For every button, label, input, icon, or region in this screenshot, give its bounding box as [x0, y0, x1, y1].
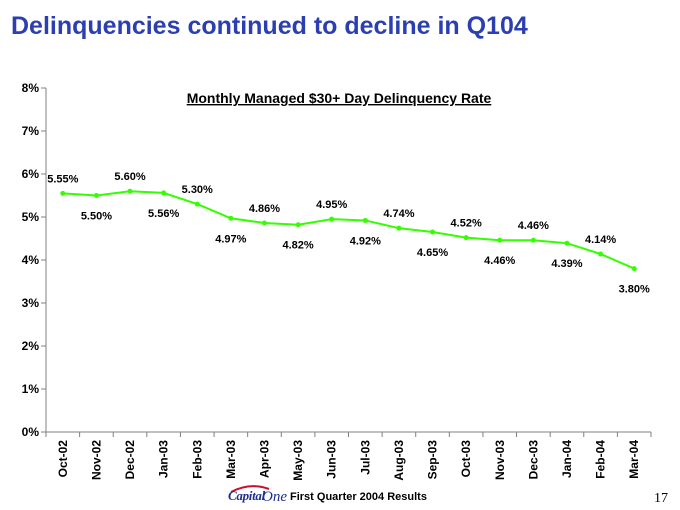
data-point: [463, 235, 469, 241]
data-point: [497, 237, 503, 243]
x-tick-label: Oct-02: [56, 440, 70, 478]
x-tick-label: Dec-02: [123, 440, 137, 480]
data-label: 3.80%: [619, 284, 650, 296]
data-label: 5.60%: [114, 171, 145, 183]
data-point: [631, 266, 637, 272]
logo-swoosh-icon: [230, 485, 270, 493]
data-label: 4.14%: [585, 234, 616, 246]
data-point: [598, 251, 604, 257]
y-tick-label: 3%: [22, 296, 40, 310]
data-point: [161, 190, 167, 196]
series-line: [62, 190, 635, 270]
footer: Capital One First Quarter 2004 Results: [228, 485, 427, 506]
y-tick-label: 2%: [22, 339, 40, 353]
x-tick-label: Aug-03: [392, 440, 406, 481]
logo-text-one: One: [262, 489, 287, 505]
data-label: 4.82%: [282, 240, 313, 252]
x-tick-label: Jul-03: [358, 440, 372, 475]
data-label: 4.86%: [249, 203, 280, 215]
data-point: [430, 229, 436, 235]
x-tick-label: Jan-03: [157, 440, 171, 478]
data-point: [228, 215, 234, 221]
x-tick-label: May-03: [291, 440, 305, 481]
data-point: [362, 217, 368, 223]
x-tick-label: Feb-04: [594, 440, 608, 479]
data-label: 4.46%: [518, 220, 549, 232]
data-labels: 5.55% 5.50% 5.60% 5.56%5.30% 4.97% 4.86% 4.82%…: [47, 171, 650, 295]
x-tick-label: Oct-03: [459, 440, 473, 478]
x-tick-label: Apr-03: [257, 440, 271, 478]
y-tick-label: 7%: [22, 124, 40, 138]
y-tick-label: 1%: [22, 382, 40, 396]
data-point: [261, 220, 267, 226]
x-tick-label: Jan-04: [560, 440, 574, 478]
data-point: [93, 193, 99, 198]
data-label: 4.46%: [484, 255, 515, 267]
data-label: 4.39%: [551, 258, 582, 270]
y-axis-ticks: 0% 1% 2% 3% 4% 5% 6% 7% 8%: [22, 81, 46, 439]
data-label: 4.97%: [215, 233, 246, 245]
y-tick-label: 8%: [22, 81, 40, 95]
x-tick-label: Feb-03: [190, 440, 204, 479]
slide-title: Delinquencies continued to decline in Q1…: [11, 12, 528, 40]
x-tick-label: Mar-03: [224, 440, 238, 479]
data-point: [329, 216, 335, 222]
data-label: 4.74%: [383, 208, 414, 220]
data-point: [60, 190, 66, 196]
data-point: [530, 237, 536, 243]
data-label: 5.56%: [148, 208, 179, 220]
y-tick-label: 4%: [22, 253, 40, 267]
logo-text-capital: Capital: [228, 488, 265, 503]
capital-one-logo: Capital One: [228, 485, 287, 506]
x-tick-label: Dec-03: [526, 440, 540, 480]
data-label: 4.65%: [417, 247, 448, 259]
x-tick-label: Jun-03: [325, 440, 339, 479]
data-label: 5.30%: [182, 184, 213, 196]
x-axis-ticks: Oct-02 Nov-02 Dec-02 Jan-03 Feb-03 Mar-03 Apr-…: [45, 432, 652, 481]
data-label: 5.50%: [81, 211, 112, 223]
data-label: 4.95%: [316, 199, 347, 211]
data-point: [295, 222, 301, 228]
data-point: [194, 201, 200, 207]
data-point: [564, 240, 570, 246]
data-label: 4.52%: [451, 218, 482, 230]
x-tick-label: Nov-03: [493, 440, 507, 480]
data-label: 5.55%: [47, 173, 78, 185]
x-tick-label: Sep-03: [426, 440, 440, 480]
x-tick-label: Mar-04: [627, 440, 641, 479]
data-point: [127, 188, 133, 194]
y-tick-label: 5%: [22, 210, 40, 224]
chart-title: Monthly Managed $30+ Day Delinquency Rat…: [187, 90, 492, 106]
y-tick-label: 0%: [22, 425, 40, 439]
data-label: 4.92%: [350, 235, 381, 247]
data-point: [396, 225, 402, 231]
y-tick-label: 6%: [22, 167, 40, 181]
series-group: [60, 188, 637, 272]
page-number: 17: [654, 491, 668, 506]
x-tick-label: Nov-02: [89, 440, 103, 480]
footer-text: First Quarter 2004 Results: [290, 491, 427, 503]
